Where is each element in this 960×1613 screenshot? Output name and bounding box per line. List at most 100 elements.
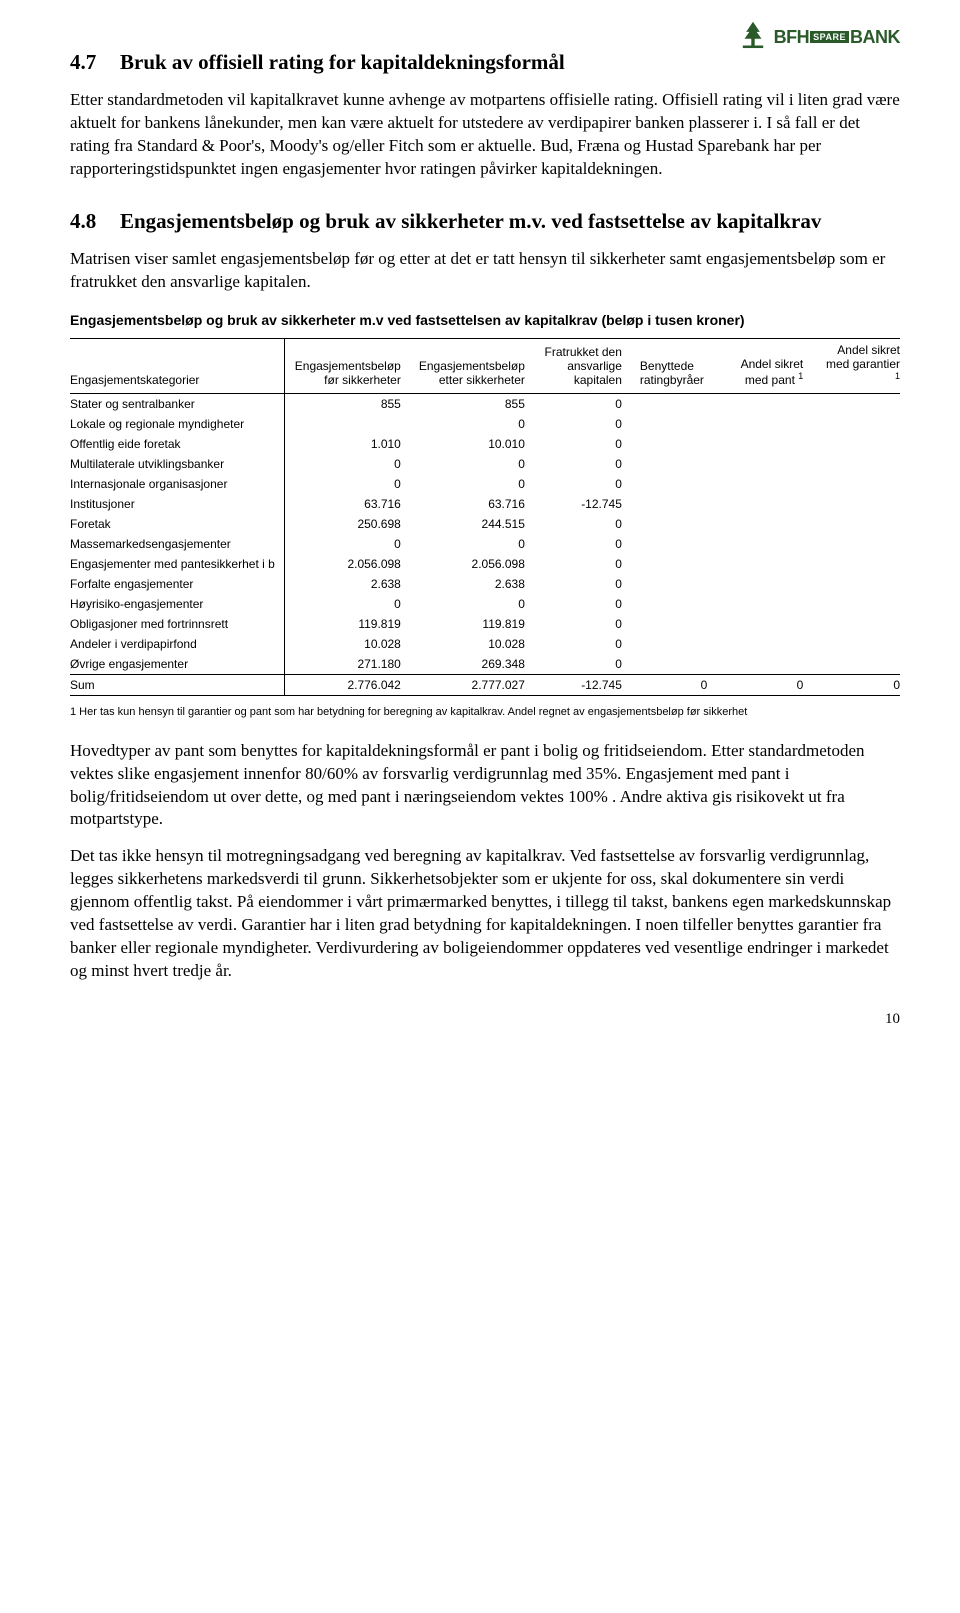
cell xyxy=(821,393,900,414)
row-label: Obligasjoner med fortrinnsrett xyxy=(70,614,285,634)
table-row: Andeler i verdipapirfond10.02810.0280 xyxy=(70,634,900,654)
page-number: 10 xyxy=(70,1011,900,1028)
cell xyxy=(725,514,821,534)
cell: 0 xyxy=(543,614,640,634)
cell xyxy=(821,634,900,654)
cell: 0 xyxy=(543,393,640,414)
cell xyxy=(285,414,419,434)
cell: 0 xyxy=(543,574,640,594)
cell xyxy=(725,414,821,434)
cell: 0 xyxy=(285,594,419,614)
row-label: Øvrige engasjementer xyxy=(70,654,285,675)
cell xyxy=(725,454,821,474)
cell: 10.010 xyxy=(419,434,543,454)
row-label: Stater og sentralbanker xyxy=(70,393,285,414)
row-label: Foretak xyxy=(70,514,285,534)
table-row: Forfalte engasjementer2.6382.6380 xyxy=(70,574,900,594)
cell: 0 xyxy=(419,454,543,474)
cell xyxy=(821,454,900,474)
table-row: Stater og sentralbanker8558550 xyxy=(70,393,900,414)
cell: 0 xyxy=(543,414,640,434)
table-row: Multilaterale utviklingsbanker000 xyxy=(70,454,900,474)
table-row: Høyrisiko-engasjementer000 xyxy=(70,594,900,614)
cell xyxy=(725,574,821,594)
section-4-8-paragraph: Matrisen viser samlet engasjementsbeløp … xyxy=(70,248,900,294)
cell: 0 xyxy=(543,634,640,654)
cell xyxy=(640,434,725,454)
bank-logo: BFHSPAREBANK xyxy=(736,20,900,54)
cell xyxy=(725,554,821,574)
cell xyxy=(725,393,821,414)
row-label: Institusjoner xyxy=(70,494,285,514)
table-row: Lokale og regionale myndigheter00 xyxy=(70,414,900,434)
cell xyxy=(640,414,725,434)
cell xyxy=(821,434,900,454)
cell: 244.515 xyxy=(419,514,543,534)
cell: -12.745 xyxy=(543,674,640,695)
closing-paragraph-2: Det tas ikke hensyn til motregningsadgan… xyxy=(70,845,900,983)
section-4-8-heading: 4.8Engasjementsbeløp og bruk av sikkerhe… xyxy=(70,209,900,234)
cell xyxy=(821,494,900,514)
cell xyxy=(640,454,725,474)
cell: 2.638 xyxy=(285,574,419,594)
table-row: Offentlig eide foretak1.01010.0100 xyxy=(70,434,900,454)
cell xyxy=(640,494,725,514)
cell: 2.776.042 xyxy=(285,674,419,695)
cell xyxy=(640,554,725,574)
table-caption: Engasjementsbeløp og bruk av sikkerheter… xyxy=(70,312,900,328)
cell xyxy=(640,654,725,675)
cell: 0 xyxy=(543,534,640,554)
cell: 250.698 xyxy=(285,514,419,534)
row-label: Høyrisiko-engasjementer xyxy=(70,594,285,614)
cell: 0 xyxy=(543,554,640,574)
cell: 119.819 xyxy=(419,614,543,634)
cell: 0 xyxy=(285,454,419,474)
cell: 0 xyxy=(725,674,821,695)
cell: 2.056.098 xyxy=(285,554,419,574)
row-label: Massemarkedsengasjementer xyxy=(70,534,285,554)
table-row: Foretak250.698244.5150 xyxy=(70,514,900,534)
tree-icon xyxy=(736,20,770,54)
cell: 2.638 xyxy=(419,574,543,594)
col-header-deducted: Fratrukket den ansvarlige kapitalen xyxy=(543,338,640,393)
cell xyxy=(640,574,725,594)
cell: 63.716 xyxy=(285,494,419,514)
cell: 271.180 xyxy=(285,654,419,675)
cell xyxy=(821,534,900,554)
cell: 0 xyxy=(821,674,900,695)
engagement-table: Engasjementskategorier Engasjementsbeløp… xyxy=(70,338,900,696)
cell: 0 xyxy=(543,594,640,614)
cell: 0 xyxy=(543,514,640,534)
cell xyxy=(725,434,821,454)
cell: 10.028 xyxy=(285,634,419,654)
table-row: Institusjoner63.71663.716-12.745 xyxy=(70,494,900,514)
col-header-pledge: Andel sikret med pant 1 xyxy=(725,338,821,393)
cell: 0 xyxy=(285,534,419,554)
cell: 855 xyxy=(419,393,543,414)
cell: 0 xyxy=(419,414,543,434)
table-footnote: 1 Her tas kun hensyn til garantier og pa… xyxy=(70,706,900,718)
col-header-categories: Engasjementskategorier xyxy=(70,338,285,393)
cell xyxy=(640,594,725,614)
cell: 119.819 xyxy=(285,614,419,634)
cell xyxy=(640,393,725,414)
cell xyxy=(640,534,725,554)
table-row: Obligasjoner med fortrinnsrett119.819119… xyxy=(70,614,900,634)
cell xyxy=(821,554,900,574)
cell xyxy=(821,474,900,494)
col-header-guarantee: Andel sikret med garantier 1 xyxy=(821,338,900,393)
table-sum-row: Sum2.776.0422.777.027-12.745000 xyxy=(70,674,900,695)
cell xyxy=(725,594,821,614)
cell xyxy=(725,634,821,654)
cell: 0 xyxy=(543,654,640,675)
cell: 2.777.027 xyxy=(419,674,543,695)
cell xyxy=(640,634,725,654)
logo-text: BFHSPAREBANK xyxy=(774,27,900,48)
cell: 855 xyxy=(285,393,419,414)
row-label: Forfalte engasjementer xyxy=(70,574,285,594)
section-4-7-paragraph: Etter standardmetoden vil kapitalkravet … xyxy=(70,89,900,181)
cell: 269.348 xyxy=(419,654,543,675)
cell: 0 xyxy=(543,434,640,454)
cell: -12.745 xyxy=(543,494,640,514)
row-label: Andeler i verdipapirfond xyxy=(70,634,285,654)
